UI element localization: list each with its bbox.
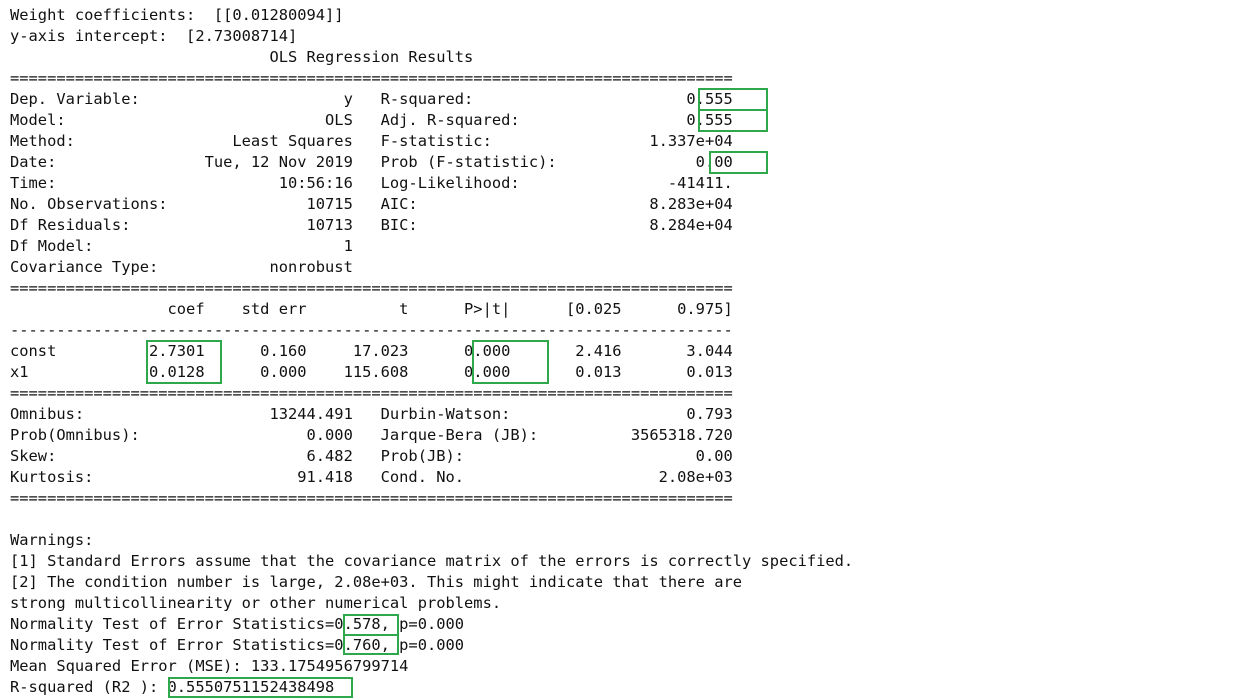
intercept-line: y-axis intercept: [2.73008714] xyxy=(10,27,298,45)
separator-line: ========================================… xyxy=(10,384,733,402)
separator-line: ========================================… xyxy=(10,69,733,87)
blank-line xyxy=(10,509,853,530)
dash-separator-line: ----------------------------------------… xyxy=(10,321,733,339)
console-output: Weight coefficients: [[0.01280094]] y-axi… xyxy=(10,5,853,698)
separator-line: ========================================… xyxy=(10,489,733,507)
regression-title: OLS Regression Results xyxy=(10,48,733,66)
summary-row-dep-variable: Dep. Variable: y R-squared: 0.555 xyxy=(10,90,733,108)
r2-line: R-squared (R2 ): 0.5550751152438498 xyxy=(10,678,335,696)
warnings-heading: Warnings: xyxy=(10,531,94,549)
normality-test-line-2: Normality Test of Error Statistics=0.760… xyxy=(10,636,465,654)
summary-row-df-model: Df Model: 1 xyxy=(10,237,733,255)
diag-row-omnibus: Omnibus: 13244.491 Durbin-Watson: 0.793 xyxy=(10,405,733,423)
mse-line: Mean Squared Error (MSE): 133.1754956799… xyxy=(10,657,409,675)
warning-2: [2] The condition number is large, 2.08e… xyxy=(10,573,743,591)
summary-row-covariance: Covariance Type: nonrobust xyxy=(10,258,733,276)
summary-row-model: Model: OLS Adj. R-squared: 0.555 xyxy=(10,111,733,129)
diag-row-prob-omnibus: Prob(Omnibus): 0.000 Jarque-Bera (JB): 3… xyxy=(10,426,733,444)
summary-row-df-residuals: Df Residuals: 10713 BIC: 8.284e+04 xyxy=(10,216,733,234)
summary-row-method: Method: Least Squares F-statistic: 1.337… xyxy=(10,132,733,150)
summary-row-date: Date: Tue, 12 Nov 2019 Prob (F-statistic… xyxy=(10,153,733,171)
weight-coefficients-line: Weight coefficients: [[0.01280094]] xyxy=(10,6,344,24)
diag-row-skew: Skew: 6.482 Prob(JB): 0.00 xyxy=(10,447,733,465)
diag-row-kurtosis: Kurtosis: 91.418 Cond. No. 2.08e+03 xyxy=(10,468,733,486)
summary-row-time: Time: 10:56:16 Log-Likelihood: -41411. xyxy=(10,174,733,192)
warning-2-continued: strong multicollinearity or other numeri… xyxy=(10,594,502,612)
coef-table-header: coef std err t P>|t| [0.025 0.975] xyxy=(10,300,733,318)
normality-test-line-1: Normality Test of Error Statistics=0.578… xyxy=(10,615,465,633)
coef-row-x1: x1 0.0128 0.000 115.608 0.000 0.013 0.01… xyxy=(10,363,733,381)
warning-1: [1] Standard Errors assume that the cova… xyxy=(10,552,854,570)
separator-line: ========================================… xyxy=(10,279,733,297)
summary-row-observations: No. Observations: 10715 AIC: 8.283e+04 xyxy=(10,195,733,213)
coef-row-const: const 2.7301 0.160 17.023 0.000 2.416 3.… xyxy=(10,342,733,360)
